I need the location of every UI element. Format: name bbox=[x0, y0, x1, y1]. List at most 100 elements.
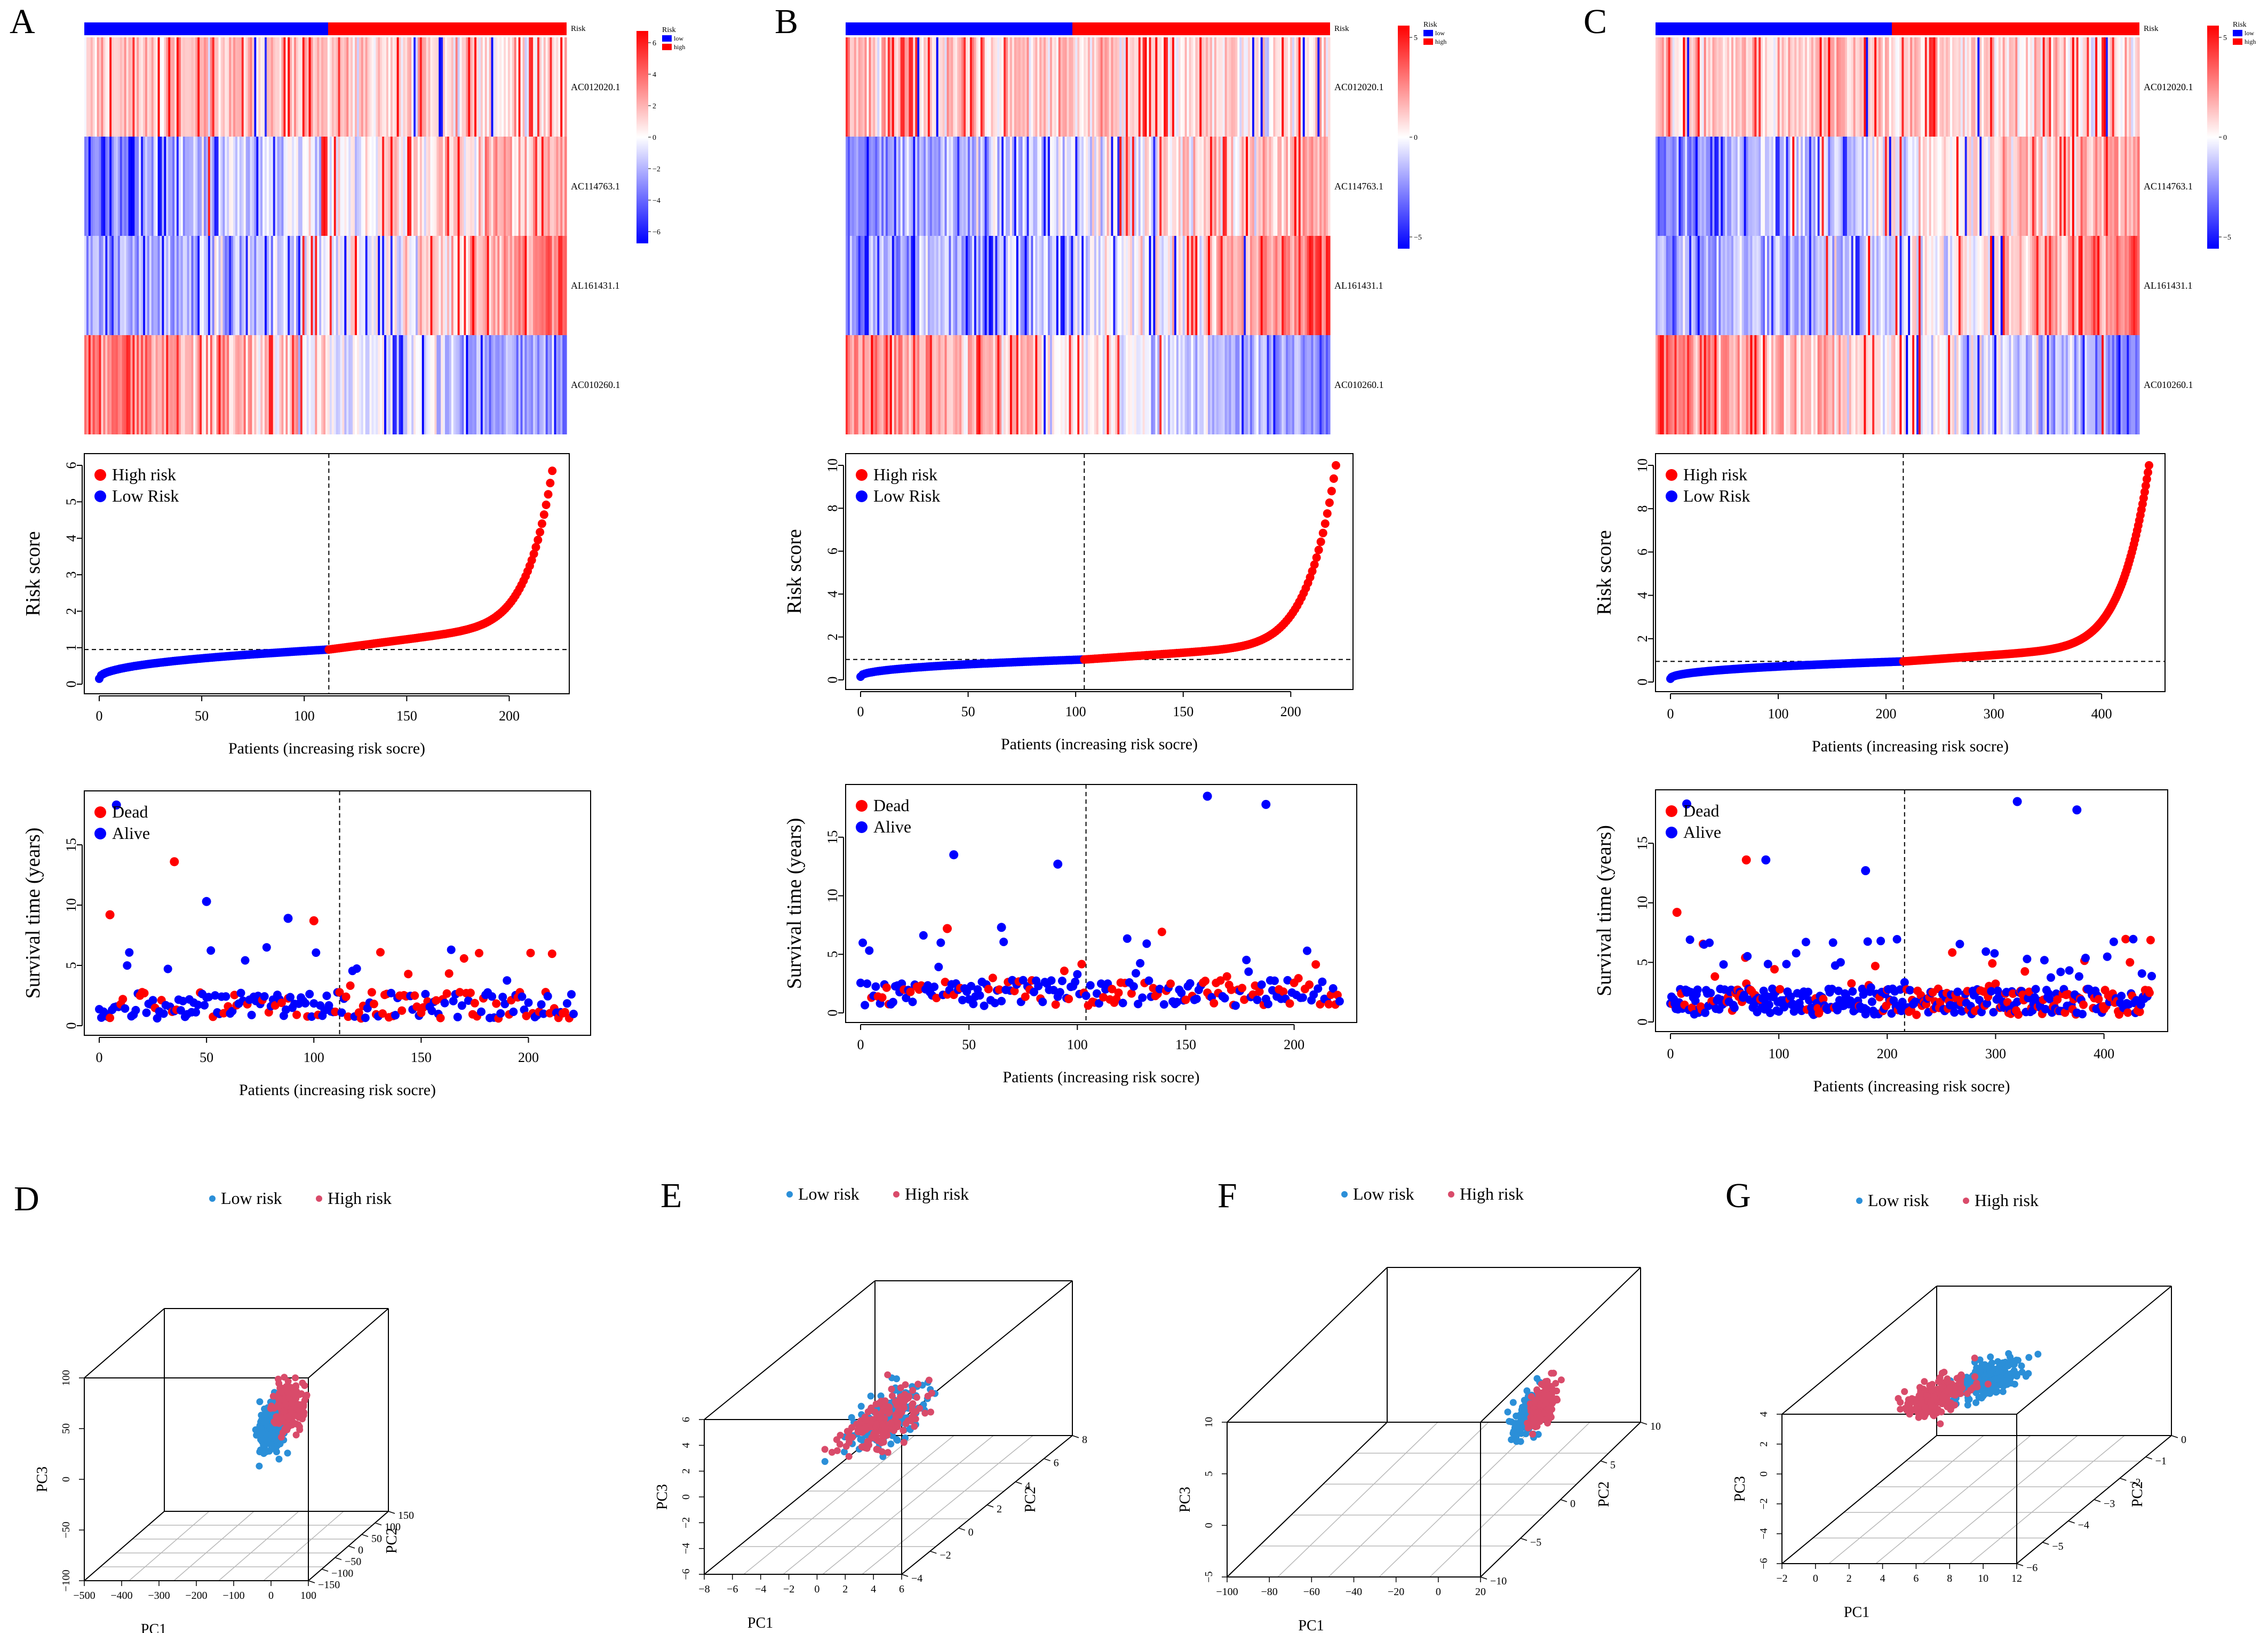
pc3-tick-label: 0 bbox=[60, 1477, 72, 1482]
gene-label: AC012020.1 bbox=[571, 82, 620, 92]
x-tick-label: 200 bbox=[499, 708, 520, 724]
y-axis-title: Risk score bbox=[783, 529, 806, 614]
y-tick-label: 2 bbox=[63, 608, 79, 615]
color-scale-tick: 5 bbox=[2223, 34, 2227, 42]
x-tick-label: 0 bbox=[857, 1037, 864, 1052]
color-scale bbox=[1398, 26, 1410, 249]
plot-frame bbox=[1655, 789, 2168, 1032]
gene-label: AL161431.1 bbox=[571, 280, 620, 291]
x-tick-label: 0 bbox=[96, 1050, 103, 1065]
box-edge bbox=[308, 1308, 389, 1378]
gene-label: AC010260.1 bbox=[571, 379, 620, 390]
pca-points bbox=[821, 1371, 938, 1465]
pc3-tick-label: 0 bbox=[1203, 1523, 1215, 1528]
gene-label: AC114763.1 bbox=[2144, 181, 2193, 192]
pc1-tick-label: −6 bbox=[727, 1583, 738, 1595]
pca-points bbox=[1895, 1350, 2042, 1428]
y-tick bbox=[2120, 1478, 2127, 1481]
plot-frame bbox=[845, 453, 1354, 690]
panel-label-B: B bbox=[775, 2, 798, 41]
y-tick bbox=[1640, 1422, 1648, 1425]
y-tick-label: 4 bbox=[63, 535, 79, 542]
y-axis-title: Risk score bbox=[1593, 530, 1616, 615]
pc2-axis-title: PC2 bbox=[1022, 1487, 1039, 1512]
legend-alive: Alive bbox=[112, 823, 150, 843]
x-tick-label: 50 bbox=[961, 704, 975, 719]
pc2-tick-label: −150 bbox=[318, 1579, 340, 1591]
pc2-tick-label: −4 bbox=[911, 1573, 922, 1584]
x-tick-label: 200 bbox=[1877, 1046, 1898, 1061]
color-scale-tick: 0 bbox=[1414, 134, 1418, 142]
pca-plot-F: −100 −80 −60 −40 −20 0 20 −10 −5 0 5 10 −5 0 5 10 PC1 PC2… bbox=[1177, 1184, 1661, 1633]
heatmap-row-AL161431.1 bbox=[84, 236, 567, 335]
legend-high-risk-dot bbox=[856, 469, 868, 481]
legend-high-risk: High risk bbox=[1975, 1191, 2039, 1210]
pc3-tick-label: −2 bbox=[1758, 1498, 1770, 1509]
legend-low-risk-dot bbox=[1341, 1191, 1348, 1198]
x-tick-label: 200 bbox=[1876, 706, 1897, 722]
y-tick-label: 0 bbox=[825, 677, 840, 684]
risk-legend-low: low bbox=[1435, 29, 1445, 37]
legend-low-risk: Low risk bbox=[1868, 1191, 1929, 1210]
risk-score-points bbox=[1666, 461, 2153, 683]
x-axis-title: Patients (increasing risk socre) bbox=[1812, 738, 2009, 755]
x-tick-label: 0 bbox=[1667, 1046, 1674, 1061]
box-edge bbox=[84, 1511, 165, 1581]
floor-grid-line bbox=[129, 1511, 210, 1581]
pc1-tick-label: 6 bbox=[1913, 1573, 1919, 1584]
legend-low-risk: Low risk bbox=[221, 1188, 282, 1208]
pc1-tick-label: −8 bbox=[698, 1583, 710, 1595]
box-edge bbox=[2016, 1286, 2172, 1415]
gene-label: AC010260.1 bbox=[1334, 379, 1384, 390]
pca-plot-G: −2 0 2 4 6 8 10 12 −6 −5 −4 −3 −2 −1 0 −6 −4 −2 0 2 4 PC1 PC2 P… bbox=[1732, 1191, 2186, 1621]
risk-score-points bbox=[95, 466, 557, 683]
legend-low-risk-dot bbox=[1666, 490, 1677, 502]
y-tick-label: 0 bbox=[1635, 679, 1650, 686]
pc1-axis-title: PC1 bbox=[141, 1621, 166, 1633]
survival-points bbox=[1666, 797, 2156, 1019]
legend-dead-dot bbox=[856, 800, 868, 812]
pc3-tick-label: −4 bbox=[1758, 1528, 1770, 1539]
pc1-tick-label: 0 bbox=[268, 1590, 274, 1602]
legend-high-risk: High risk bbox=[112, 465, 176, 484]
pc2-axis-title: PC2 bbox=[384, 1528, 400, 1553]
legend-low-risk: Low Risk bbox=[112, 486, 179, 505]
pc2-tick-label: −6 bbox=[2026, 1562, 2038, 1574]
panel-label-F: F bbox=[1217, 1176, 1237, 1215]
survival-points bbox=[856, 791, 1344, 1010]
risk-score-plot-C: 0 100 200 300 400 0 2 4 6 8 10 Patients (increasing… bbox=[1593, 453, 2166, 755]
legend-alive: Alive bbox=[873, 817, 911, 836]
heatmap-C: Risk AC012020.1 AC114763.1 AL161431.1 AC0102… bbox=[1656, 21, 2256, 434]
color-scale bbox=[2207, 26, 2219, 249]
heatmap-row-AC010260.1 bbox=[846, 335, 1331, 434]
y-tick bbox=[1560, 1499, 1567, 1502]
floor-grid-line bbox=[1379, 1422, 1540, 1577]
pca-points bbox=[1504, 1369, 1565, 1445]
panel-label-E: E bbox=[660, 1176, 682, 1215]
heatmap-row-AL161431.1 bbox=[846, 236, 1331, 335]
panel-label-D: D bbox=[14, 1179, 39, 1218]
floor-grid-line bbox=[1828, 1435, 1984, 1564]
pc1-axis-title: PC1 bbox=[747, 1615, 773, 1631]
floor-grid-line bbox=[862, 1435, 1033, 1575]
x-tick-label: 300 bbox=[1984, 706, 2004, 722]
x-tick-label: 150 bbox=[1175, 1037, 1196, 1052]
pc3-tick-label: 4 bbox=[680, 1442, 692, 1448]
legend-dead: Dead bbox=[112, 802, 148, 821]
y-tick-label: 8 bbox=[1635, 505, 1650, 512]
pc3-axis-title: PC3 bbox=[34, 1466, 51, 1492]
heatmap-B: Risk AC012020.1 AC114763.1 AL161431.1 AC0102… bbox=[846, 21, 1446, 434]
plot-frame bbox=[84, 453, 570, 694]
panel-label-A: A bbox=[10, 2, 35, 41]
y-tick bbox=[2171, 1435, 2178, 1438]
y-tick-label: 10 bbox=[825, 458, 840, 472]
pc2-tick-label: −50 bbox=[345, 1556, 361, 1568]
floor-grid-line bbox=[1922, 1435, 2078, 1564]
color-scale-tick: 5 bbox=[1414, 34, 1418, 42]
legend-high-risk-dot bbox=[94, 469, 106, 481]
survival-plot-A: 0 50 100 150 200 0 5 10 15 Patients (increasing r… bbox=[22, 790, 591, 1099]
x-axis-title: Patients (increasing risk socre) bbox=[1002, 1068, 1199, 1086]
box-edge bbox=[1781, 1435, 1937, 1564]
y-tick-label: 6 bbox=[63, 462, 79, 469]
